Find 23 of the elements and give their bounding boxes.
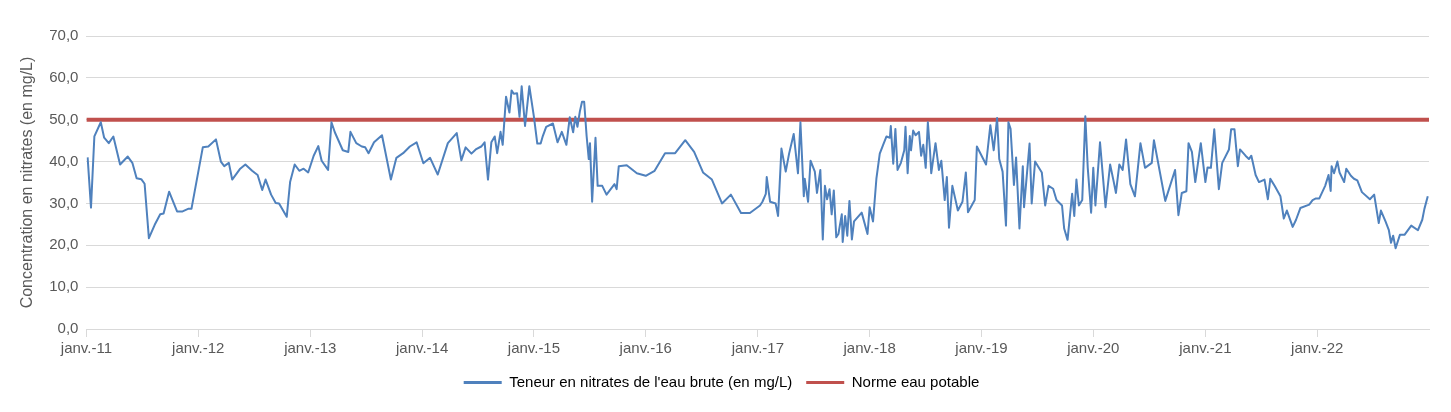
y-tick-label: 70,0 [49,26,79,44]
y-tick-label: 20,0 [49,235,79,253]
y-tick-label: 60,0 [49,68,79,85]
y-tick-label: 40,0 [49,151,79,169]
x-tick-label: janv.-16 [618,339,672,357]
x-tick-label: janv.-22 [1290,339,1344,357]
x-tick-label: janv.-11 [59,339,112,357]
y-tick-label: 50,0 [49,109,79,127]
legend-label: Teneur en nitrates de l'eau brute (en mg/L) [509,372,793,390]
y-tick-label: 30,0 [49,193,79,211]
x-tick-label: janv.-18 [842,339,896,357]
y-tick-label: 0,0 [57,319,79,337]
x-tick-label: janv.-14 [394,339,449,357]
x-tick-label: janv.-13 [283,339,337,357]
x-tick-label: janv.-17 [730,339,784,357]
y-axis-title: Concentration en nitrates (en mg/L) [18,56,36,309]
x-tick-label: janv.-19 [954,339,1008,357]
x-tick-label: janv.-21 [1178,339,1232,357]
legend-label: Norme eau potable [851,372,980,390]
x-tick-label: janv.-15 [506,339,561,357]
y-tick-label: 10,0 [49,277,79,295]
x-tick-label: janv.-12 [171,339,225,357]
x-tick-label: janv.-20 [1066,339,1120,357]
